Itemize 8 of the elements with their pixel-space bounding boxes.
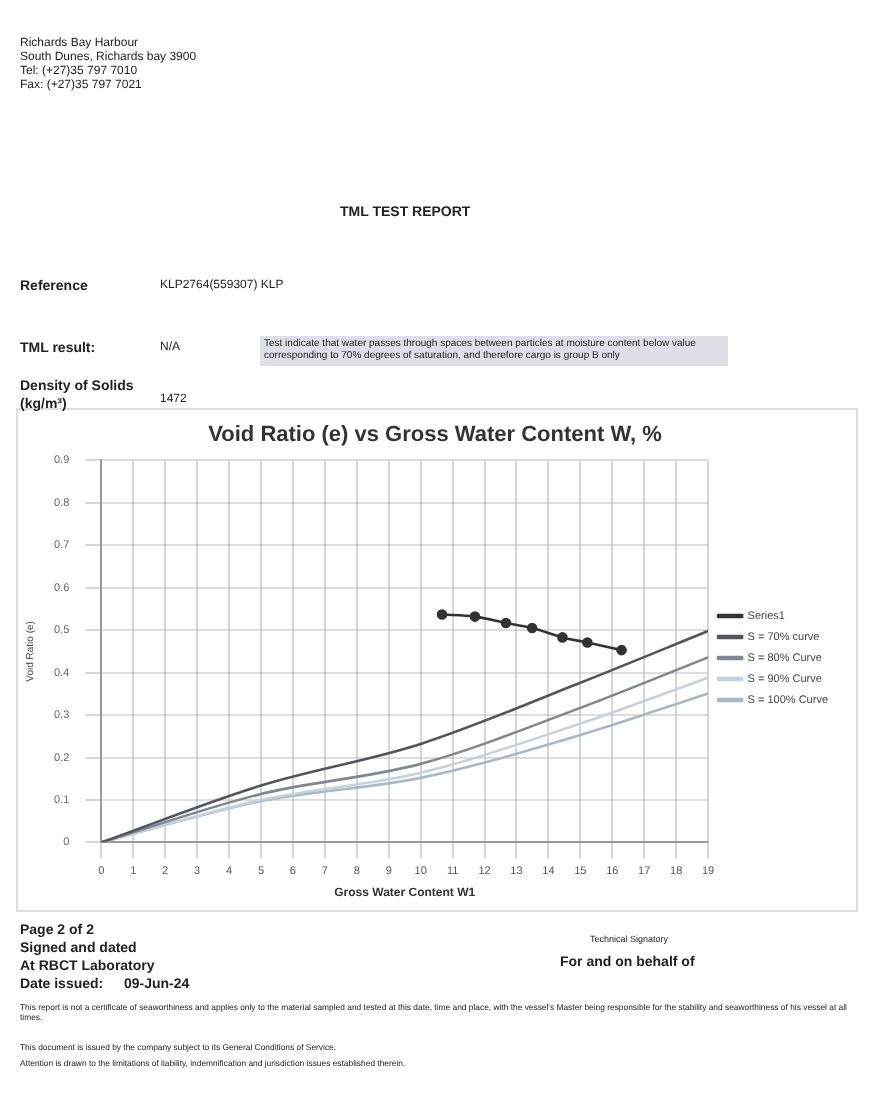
point — [436, 609, 448, 620]
point — [469, 611, 481, 622]
point — [582, 637, 593, 648]
point — [500, 617, 512, 629]
point — [557, 632, 568, 643]
point — [616, 644, 627, 656]
point — [526, 622, 538, 634]
chart-title: Void Ratio (e) vs Gross Water Content W, % — [208, 423, 663, 448]
